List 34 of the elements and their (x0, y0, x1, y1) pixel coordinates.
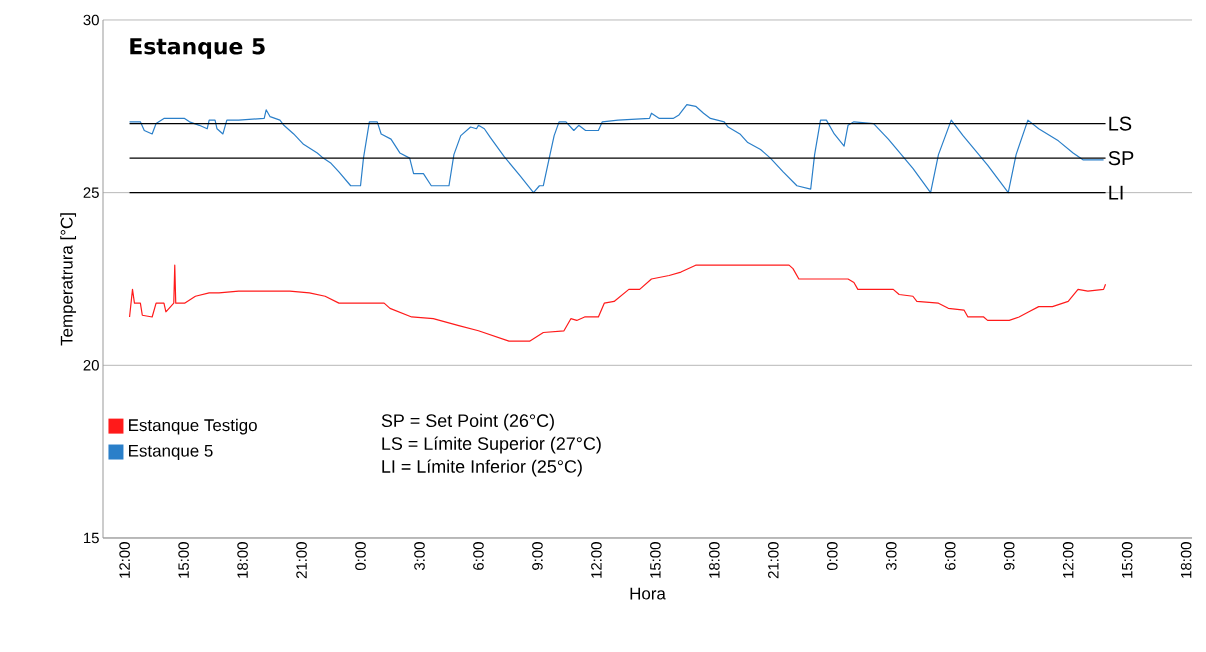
ref-line-label: LI (1109, 185, 1123, 200)
annotation: LS = Límite Superior (27°C) (382, 436, 601, 454)
x-tick-label: 18:00 (237, 542, 248, 578)
annotation: SP = Set Point (26°C) (381, 413, 554, 431)
x-tick-label: 3:00 (885, 542, 897, 571)
x-tick-label: 3:00 (414, 542, 425, 571)
ref-line-label: LS (1109, 116, 1132, 131)
x-tick-label: 21:00 (296, 542, 307, 579)
legend-label: Estanque Testigo (129, 418, 257, 435)
ref-line-label: SP (1108, 151, 1134, 166)
x-tick-label: 15:00 (178, 542, 189, 578)
x-tick-label: 15:00 (1121, 542, 1133, 578)
x-tick-label: 6:00 (944, 542, 956, 570)
x-tick-label: 0:00 (355, 542, 366, 571)
x-tick-label: 9:00 (532, 542, 543, 570)
x-tick-label: 12:00 (1062, 542, 1074, 578)
x-tick-label: 12:00 (591, 542, 602, 578)
y-tick-label: 15 (84, 532, 99, 544)
x-tick-label: 15:00 (650, 542, 661, 578)
x-tick-label: 21:00 (768, 542, 779, 579)
y-axis-title: Temperatrura [°C] (60, 213, 77, 346)
legend-label: Estanque 5 (129, 444, 213, 461)
x-tick-label: 12:00 (119, 542, 130, 578)
y-tick-label: 30 (83, 14, 99, 26)
annotation: LI = Límite Inferior (25°C) (382, 459, 582, 477)
x-tick-label: 6:00 (473, 542, 484, 570)
x-axis-title: Hora (630, 587, 666, 600)
x-tick-label: 18:00 (1180, 542, 1192, 578)
text: Estanque 5 (130, 38, 265, 59)
x-tick-label: 0:00 (827, 542, 838, 571)
y-tick-label: 20 (83, 360, 99, 371)
x-tick-label: 9:00 (1003, 542, 1015, 570)
x-tick-label: 18:00 (709, 542, 720, 578)
y-tick-label: 25 (83, 187, 99, 198)
